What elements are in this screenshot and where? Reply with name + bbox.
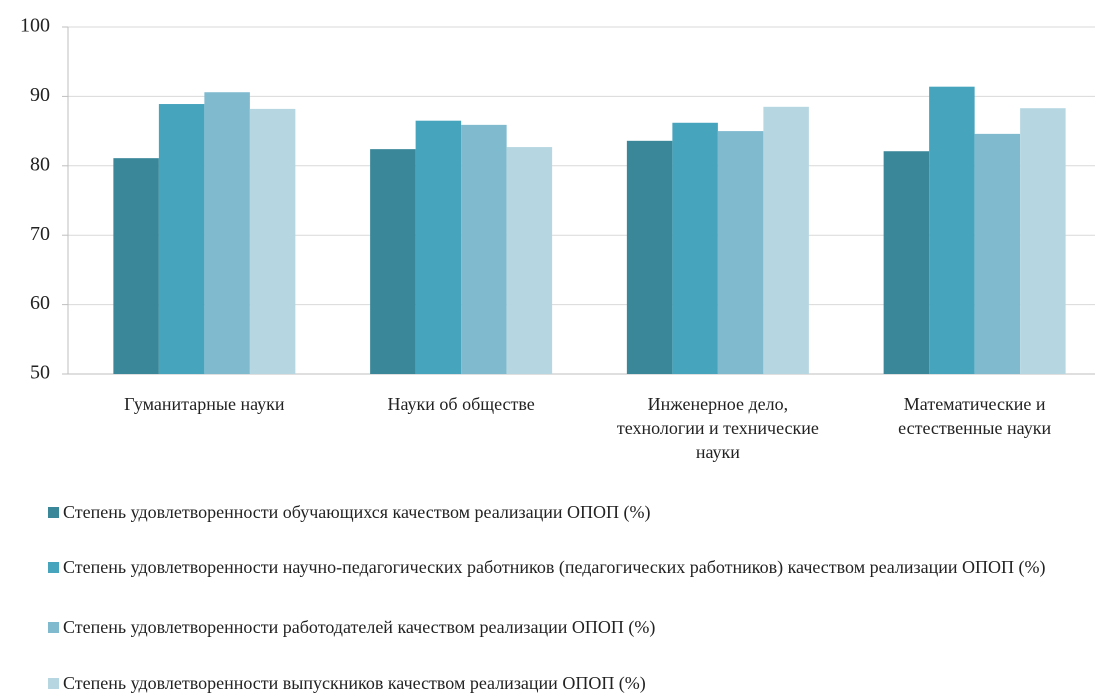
y-tick-label: 70	[30, 223, 50, 245]
bar	[370, 149, 416, 374]
y-tick-label: 100	[20, 15, 50, 37]
x-tick-label: Инженерное дело, технологии и технически…	[616, 394, 819, 462]
legend-label: Степень удовлетворенности работодателей …	[63, 617, 656, 637]
bar	[672, 122, 718, 374]
bar	[204, 92, 250, 375]
legend-item: Степень удовлетворенности обучающихся ка…	[48, 500, 1108, 524]
x-tick-label: Гуманитарные науки	[124, 394, 285, 414]
bar	[1020, 108, 1066, 374]
legend-label: Степень удовлетворенности научно-педагог…	[63, 557, 1046, 577]
legend-label: Степень удовлетворенности выпускников ка…	[63, 673, 646, 693]
bar	[883, 151, 930, 374]
legend-item: Степень удовлетворенности научно-педагог…	[48, 555, 1108, 579]
bar	[506, 147, 553, 374]
bar	[717, 131, 764, 374]
bar	[626, 140, 673, 374]
y-tick-label: 80	[30, 153, 50, 175]
x-tick-label: Математические и естественные науки	[898, 394, 1052, 438]
plot: 50 60 70 80 90 100	[20, 15, 1095, 384]
bar	[158, 104, 205, 374]
legend-swatch	[48, 622, 59, 633]
legend-label: Степень удовлетворенности обучающихся ка…	[63, 502, 651, 522]
legend-swatch	[48, 507, 59, 518]
legend-swatch	[48, 678, 59, 689]
y-tick-label: 50	[30, 362, 50, 384]
bar	[974, 133, 1021, 374]
y-tick-label: 90	[30, 84, 50, 106]
legend-item: Степень удовлетворенности выпускников ка…	[48, 671, 1108, 695]
x-tick-label: Науки об обществе	[387, 394, 535, 414]
legend-item: Степень удовлетворенности работодателей …	[48, 615, 1108, 639]
bar	[113, 158, 159, 374]
bar	[415, 120, 462, 374]
bar	[929, 86, 975, 375]
bar	[763, 106, 809, 374]
legend-swatch	[48, 562, 59, 573]
bar	[249, 108, 296, 374]
bar	[461, 124, 507, 374]
y-tick-label: 60	[30, 292, 50, 314]
